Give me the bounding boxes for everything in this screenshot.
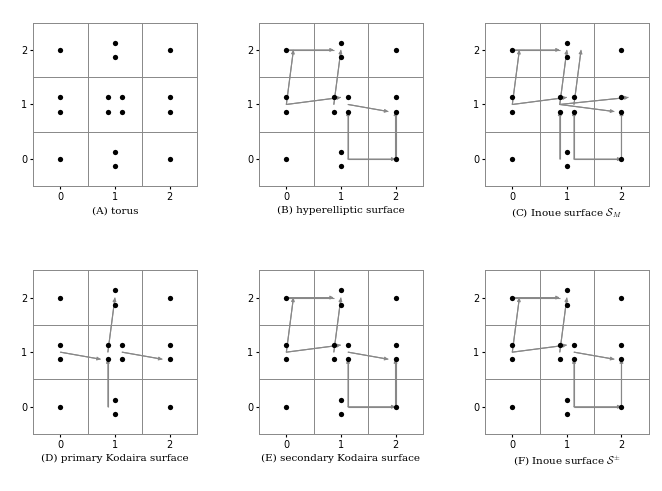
X-axis label: (F) Inoue surface $\mathcal{S}^{\pm}$: (F) Inoue surface $\mathcal{S}^{\pm}$ (513, 454, 621, 468)
X-axis label: (E) secondary Kodaira surface: (E) secondary Kodaira surface (261, 454, 420, 463)
X-axis label: (C) Inoue surface $\mathcal{S}_M$: (C) Inoue surface $\mathcal{S}_M$ (511, 206, 622, 219)
X-axis label: (B) hyperelliptic surface: (B) hyperelliptic surface (277, 206, 404, 215)
X-axis label: (D) primary Kodaira surface: (D) primary Kodaira surface (41, 454, 189, 463)
X-axis label: (A) torus: (A) torus (92, 206, 138, 215)
